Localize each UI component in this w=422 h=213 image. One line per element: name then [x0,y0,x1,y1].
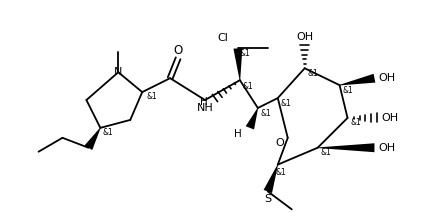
Polygon shape [340,74,375,85]
Text: H: H [234,129,242,139]
Polygon shape [318,143,374,152]
Text: OH: OH [379,143,395,153]
Text: O: O [276,138,284,148]
Text: OH: OH [379,73,395,83]
Text: &1: &1 [281,99,292,108]
Text: &1: &1 [276,168,287,177]
Text: &1: &1 [103,128,113,137]
Text: Cl: Cl [217,33,228,43]
Text: O: O [173,44,183,57]
Text: &1: &1 [321,148,331,157]
Text: H: H [200,97,208,107]
Text: N: N [114,67,122,77]
Text: OH: OH [296,32,313,42]
Polygon shape [233,48,242,80]
Text: OH: OH [381,113,398,123]
Polygon shape [264,164,278,193]
Polygon shape [84,128,100,150]
Text: &1: &1 [308,69,319,78]
Text: &1: &1 [146,92,157,101]
Polygon shape [246,108,258,130]
Text: &1: &1 [243,82,254,91]
Text: NH: NH [197,103,214,113]
Text: &1: &1 [240,49,251,58]
Text: &1: &1 [261,109,272,118]
Text: &1: &1 [351,118,361,127]
Text: &1: &1 [343,86,353,95]
Text: S: S [264,194,271,204]
